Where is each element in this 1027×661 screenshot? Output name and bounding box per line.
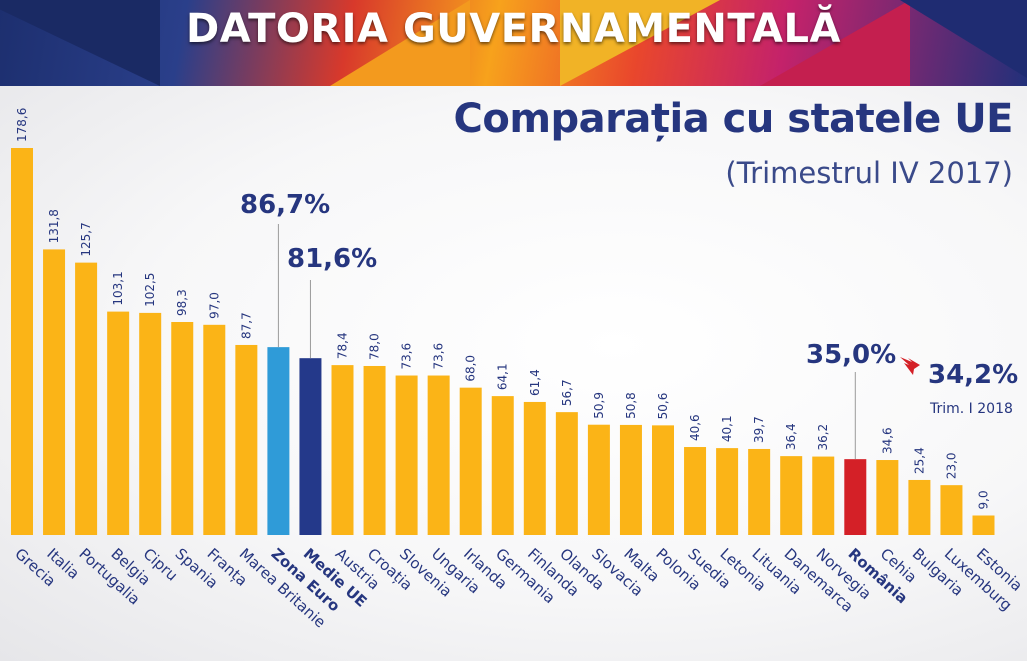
banner-shape xyxy=(560,0,720,86)
bar-belgia xyxy=(107,311,130,535)
value-label-estonia: 9,0 xyxy=(977,490,991,509)
bar-germania xyxy=(491,396,514,535)
value-label-cehia: 34,6 xyxy=(880,427,894,454)
callout-romania: 35,0% xyxy=(806,340,897,370)
value-label-grecia: 178,6 xyxy=(15,108,29,142)
value-label-danemarca: 36,4 xyxy=(784,423,798,450)
bar-spania xyxy=(171,321,194,535)
chart-title: Comparația cu statele UE xyxy=(453,96,1014,142)
bar-austria xyxy=(331,365,354,535)
value-label-bulgaria: 25,4 xyxy=(912,447,926,474)
value-label-slovenia: 73,6 xyxy=(400,343,414,370)
bar-finlanda xyxy=(523,401,546,535)
bar-franta xyxy=(203,324,226,535)
chart-panel xyxy=(0,86,1027,661)
value-label-spania: 98,3 xyxy=(175,289,189,316)
bar-bulgaria xyxy=(908,479,931,535)
callout-romania-q1-note: Trim. I 2018 xyxy=(930,401,1013,417)
value-label-franta: 97,0 xyxy=(207,292,221,319)
bar-irlanda xyxy=(459,387,482,535)
header-banner: DATORIA GUVERNAMENTALĂ xyxy=(0,0,1027,86)
value-label-letonia: 40,1 xyxy=(720,415,734,442)
value-label-slovacia: 50,9 xyxy=(592,392,606,419)
bar-cipru xyxy=(139,312,162,535)
banner-shape xyxy=(900,0,1027,86)
value-label-belgia: 103,1 xyxy=(111,271,125,305)
banner-shape xyxy=(0,0,160,86)
bar-grecia xyxy=(11,148,33,535)
banner-shape xyxy=(760,0,910,86)
bar-polonia xyxy=(652,425,674,535)
value-label-polonia: 50,6 xyxy=(656,393,670,420)
bar-danemarca xyxy=(780,456,803,535)
callout-medie-ue: 81,6% xyxy=(287,244,378,274)
bar-estonia xyxy=(972,515,995,535)
bar-portugalia xyxy=(75,262,98,535)
bar-luxemburg xyxy=(940,485,963,535)
value-label-suedia: 40,6 xyxy=(688,414,702,441)
bar-romania xyxy=(844,459,867,535)
value-label-italia: 131,8 xyxy=(47,209,61,243)
value-label-olanda: 56,7 xyxy=(560,379,574,406)
bar-zona-euro xyxy=(267,347,290,535)
value-label-malta: 50,8 xyxy=(624,392,638,419)
bar-suedia xyxy=(684,447,707,535)
value-label-luxemburg: 23,0 xyxy=(944,452,958,479)
bar-letonia xyxy=(716,448,739,535)
bar-ungaria xyxy=(427,375,450,535)
bar-cehia xyxy=(876,460,899,535)
value-label-irlanda: 68,0 xyxy=(464,355,478,382)
value-label-germania: 64,1 xyxy=(496,363,510,390)
value-label-norvegia: 36,2 xyxy=(816,424,830,451)
value-label-croatia: 78,0 xyxy=(368,333,382,360)
bar-slovacia xyxy=(587,424,610,535)
bar-croatia xyxy=(363,365,386,535)
value-label-lituania: 39,7 xyxy=(752,416,766,443)
value-label-austria: 78,4 xyxy=(336,332,350,359)
bar-italia xyxy=(43,249,66,535)
bar-lituania xyxy=(748,448,771,535)
banner-title: DATORIA GUVERNAMENTALĂ xyxy=(186,6,841,52)
bar-slovenia xyxy=(395,375,418,535)
value-label-cipru: 102,5 xyxy=(143,273,157,307)
banner-shape xyxy=(330,0,470,86)
chart-subtitle: (Trimestrul IV 2017) xyxy=(725,156,1013,190)
callout-romania-q1: 34,2% xyxy=(928,360,1019,390)
value-label-portugalia: 125,7 xyxy=(79,222,93,256)
bar-malta xyxy=(619,424,642,535)
bar-olanda xyxy=(555,412,578,535)
bar-marea-britanie xyxy=(235,344,258,535)
value-label-finlanda: 61,4 xyxy=(528,369,542,396)
value-label-marea-britanie: 87,7 xyxy=(239,312,253,339)
red-arrow-icon xyxy=(900,357,920,375)
bar-medie-ue xyxy=(299,358,322,535)
callout-zona-euro: 86,7% xyxy=(240,190,331,220)
bar-norvegia xyxy=(812,456,835,535)
value-label-ungaria: 73,6 xyxy=(432,343,446,370)
